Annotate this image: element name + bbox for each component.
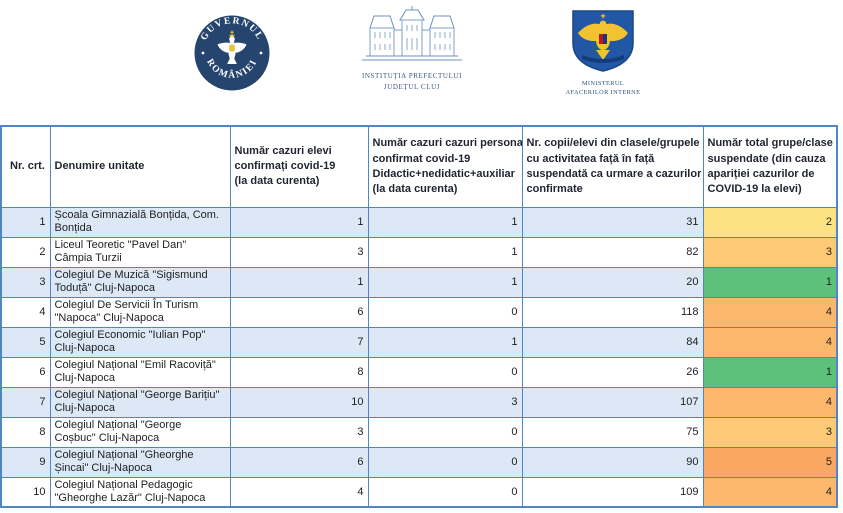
staff-cases: 3 bbox=[367, 386, 523, 418]
students-cases: 4 bbox=[229, 476, 369, 508]
row-number: 5 bbox=[0, 326, 51, 358]
row-number: 6 bbox=[0, 356, 51, 388]
covid-school-report-table-wrapper: Nr. crt. Denumire unitate Număr cazuri e… bbox=[0, 125, 838, 508]
staff-cases: 0 bbox=[367, 416, 523, 448]
students-cases: 1 bbox=[229, 266, 369, 298]
staff-cases: 0 bbox=[367, 476, 523, 508]
table-row: 3 Colegiul De Muzică "Sigismund Toduță" … bbox=[0, 266, 838, 298]
row-number: 2 bbox=[0, 236, 51, 268]
groups-suspended: 1 bbox=[702, 356, 838, 388]
school-name: Colegiul Național "Emil Racoviță" Cluj-N… bbox=[49, 356, 231, 388]
table-row: 9 Colegiul Național "Gheorghe Șincai" Cl… bbox=[0, 446, 838, 478]
children-suspended: 20 bbox=[521, 266, 704, 298]
prefecture-building-icon bbox=[362, 6, 462, 61]
groups-suspended: 4 bbox=[702, 476, 838, 508]
students-cases: 3 bbox=[229, 236, 369, 268]
row-number: 10 bbox=[0, 476, 51, 508]
ministry-caption: MINISTERUL AFACERILOR INTERNE bbox=[565, 80, 641, 97]
row-number: 7 bbox=[0, 386, 51, 418]
children-suspended: 90 bbox=[521, 446, 704, 478]
children-suspended: 118 bbox=[521, 296, 704, 328]
table-row: 10 Colegiul Național Pedagogic "Gheorghe… bbox=[0, 476, 838, 508]
students-cases: 6 bbox=[229, 446, 369, 478]
groups-suspended: 3 bbox=[702, 416, 838, 448]
groups-suspended: 4 bbox=[702, 386, 838, 418]
row-number: 4 bbox=[0, 296, 51, 328]
mai-coat-of-arms-icon bbox=[572, 10, 634, 72]
students-cases: 7 bbox=[229, 326, 369, 358]
ministerul-afacerilor-interne-logo: MINISTERUL AFACERILOR INTERNE bbox=[548, 10, 658, 98]
children-suspended: 31 bbox=[521, 206, 704, 238]
row-number: 1 bbox=[0, 206, 51, 238]
school-name: Colegiul De Servicii În Turism "Napoca" … bbox=[49, 296, 231, 328]
school-name: Școala Gimnazială Bonțida, Com. Bonțida bbox=[49, 206, 231, 238]
header-copii-suspendati: Nr. copii/elevi din clasele/grupele cu a… bbox=[521, 125, 704, 208]
school-name: Colegiul Economic "Iulian Pop" Cluj-Napo… bbox=[49, 326, 231, 358]
row-number: 3 bbox=[0, 266, 51, 298]
students-cases: 6 bbox=[229, 296, 369, 328]
staff-cases: 0 bbox=[367, 296, 523, 328]
header-grupe-suspendate: Număr total grupe/clase suspendate (din … bbox=[702, 125, 838, 208]
school-name: Colegiul De Muzică "Sigismund Toduță" Cl… bbox=[49, 266, 231, 298]
table-row: 6 Colegiul Național "Emil Racoviță" Cluj… bbox=[0, 356, 838, 388]
institutia-prefectului-logo: INSTITUȚIA PREFECTULUI JUDEȚUL CLUJ bbox=[350, 6, 474, 92]
groups-suspended: 2 bbox=[702, 206, 838, 238]
staff-cases: 1 bbox=[367, 266, 523, 298]
groups-suspended: 4 bbox=[702, 296, 838, 328]
row-number: 8 bbox=[0, 416, 51, 448]
table-row: 2 Liceul Teoretic "Pavel Dan" Câmpia Tur… bbox=[0, 236, 838, 268]
school-name: Colegiul Național "George Coșbuc" Cluj-N… bbox=[49, 416, 231, 448]
covid-school-report-table: Nr. crt. Denumire unitate Număr cazuri e… bbox=[0, 125, 838, 508]
children-suspended: 82 bbox=[521, 236, 704, 268]
students-cases: 8 bbox=[229, 356, 369, 388]
children-suspended: 109 bbox=[521, 476, 704, 508]
children-suspended: 75 bbox=[521, 416, 704, 448]
school-name: Colegiul Național "Gheorghe Șincai" Cluj… bbox=[49, 446, 231, 478]
groups-suspended: 3 bbox=[702, 236, 838, 268]
students-cases: 1 bbox=[229, 206, 369, 238]
header-cazuri-personal: Număr cazuri cazuri personal confirmat c… bbox=[367, 125, 523, 208]
header-row: Nr. crt. Denumire unitate Număr cazuri e… bbox=[0, 125, 838, 208]
row-number: 9 bbox=[0, 446, 51, 478]
staff-cases: 1 bbox=[367, 206, 523, 238]
table-row: 7 Colegiul Național "George Barițiu" Clu… bbox=[0, 386, 838, 418]
staff-cases: 0 bbox=[367, 356, 523, 388]
table-row: 4 Colegiul De Servicii În Turism "Napoca… bbox=[0, 296, 838, 328]
guvernul-romaniei-logo: GUVERNUL ROMÂNIEI bbox=[192, 14, 272, 97]
groups-suspended: 1 bbox=[702, 266, 838, 298]
prefecture-caption: INSTITUȚIA PREFECTULUI JUDEȚUL CLUJ bbox=[361, 72, 463, 91]
staff-cases: 0 bbox=[367, 446, 523, 478]
header-nr-crt: Nr. crt. bbox=[0, 125, 51, 208]
table-row: 8 Colegiul Național "George Coșbuc" Cluj… bbox=[0, 416, 838, 448]
school-name: Liceul Teoretic "Pavel Dan" Câmpia Turzi… bbox=[49, 236, 231, 268]
students-cases: 3 bbox=[229, 416, 369, 448]
staff-cases: 1 bbox=[367, 236, 523, 268]
groups-suspended: 4 bbox=[702, 326, 838, 358]
children-suspended: 84 bbox=[521, 326, 704, 358]
students-cases: 10 bbox=[229, 386, 369, 418]
children-suspended: 26 bbox=[521, 356, 704, 388]
eagle-emblem-icon bbox=[217, 30, 247, 64]
government-seal-icon: GUVERNUL ROMÂNIEI bbox=[194, 15, 270, 91]
groups-suspended: 5 bbox=[702, 446, 838, 478]
school-name: Colegiul Național "George Barițiu" Cluj-… bbox=[49, 386, 231, 418]
school-name: Colegiul Național Pedagogic "Gheorghe La… bbox=[49, 476, 231, 508]
header-denumire-unitate: Denumire unitate bbox=[49, 125, 231, 208]
gold-eagle-icon bbox=[578, 14, 628, 60]
staff-cases: 1 bbox=[367, 326, 523, 358]
header-cazuri-elevi: Număr cazuri elevi confirmați covid-19 (… bbox=[229, 125, 369, 208]
table-row: 5 Colegiul Economic "Iulian Pop" Cluj-Na… bbox=[0, 326, 838, 358]
table-row: 1 Școala Gimnazială Bonțida, Com. Bonțid… bbox=[0, 206, 838, 238]
children-suspended: 107 bbox=[521, 386, 704, 418]
